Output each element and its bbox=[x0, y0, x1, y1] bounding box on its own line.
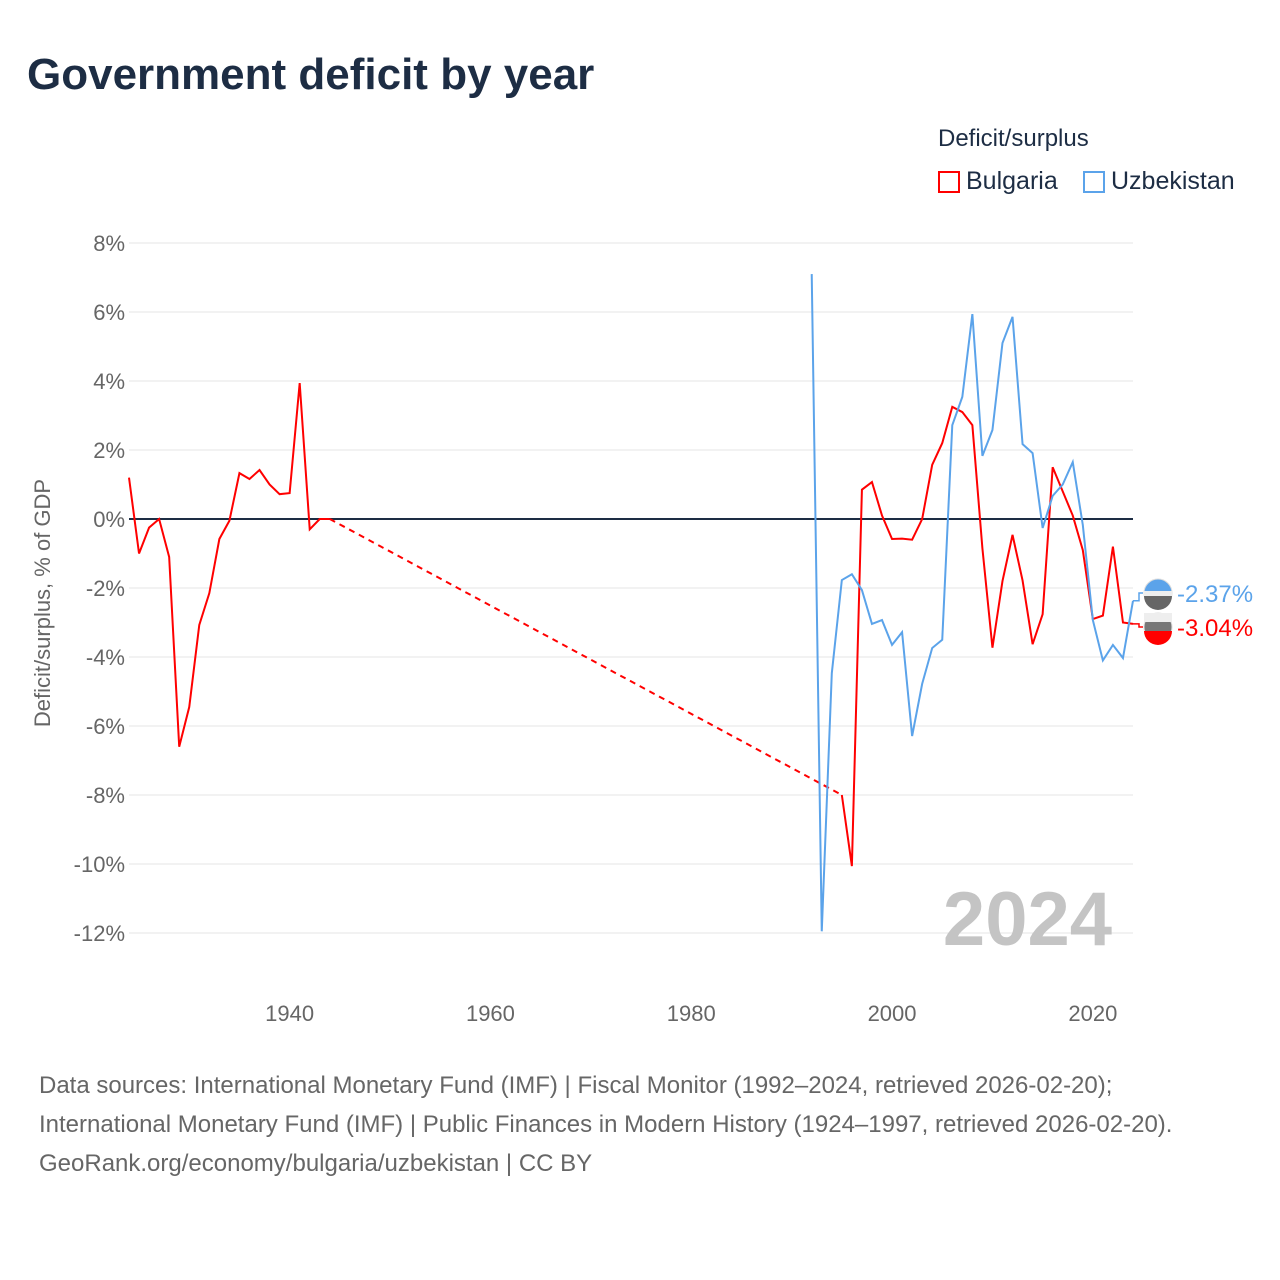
x-tick-label: 1960 bbox=[466, 1001, 515, 1026]
label-connector bbox=[1133, 623, 1143, 628]
end-value-label: -3.04% bbox=[1177, 615, 1253, 642]
y-tick-label: -8% bbox=[86, 783, 125, 808]
y-tick-label: -10% bbox=[74, 852, 125, 877]
y-tick-label: -12% bbox=[74, 921, 125, 946]
y-tick-label: 2% bbox=[93, 438, 125, 463]
y-tick-label: -2% bbox=[86, 576, 125, 601]
series-line-bulgaria bbox=[128, 382, 330, 747]
x-tick-label: 2000 bbox=[868, 1001, 917, 1026]
flag-stripe bbox=[1144, 613, 1172, 622]
flag-stripe bbox=[1144, 596, 1172, 610]
y-tick-label: 8% bbox=[93, 231, 125, 256]
label-connector bbox=[1133, 592, 1143, 602]
legend-label: Bulgaria bbox=[966, 167, 1058, 195]
footer: Data sources: International Monetary Fun… bbox=[39, 1066, 1239, 1183]
legend-item-bulgaria[interactable]: Bulgaria bbox=[938, 167, 1058, 196]
y-tick-label: 6% bbox=[93, 300, 125, 325]
x-tick-label: 1940 bbox=[265, 1001, 314, 1026]
credit-link[interactable]: GeoRank.org/economy/bulgaria/uzbekistan … bbox=[39, 1150, 593, 1177]
y-tick-label: 4% bbox=[93, 369, 125, 394]
series-line-bulgaria bbox=[840, 405, 1134, 867]
y-tick-label: 0% bbox=[93, 507, 125, 532]
x-tick-label: 2020 bbox=[1068, 1001, 1117, 1026]
y-axis-label: Deficit/surplus, % of GDP bbox=[30, 479, 55, 727]
legend-label: Uzbekistan bbox=[1111, 167, 1235, 195]
end-value-label: -2.37% bbox=[1177, 581, 1253, 608]
x-tick-label: 1980 bbox=[667, 1001, 716, 1026]
chart-title: Government deficit by year bbox=[27, 50, 595, 99]
series-line-uzbekistan bbox=[810, 274, 1134, 932]
legend-item-uzbekistan[interactable]: Uzbekistan bbox=[1083, 167, 1235, 196]
series-gap-line bbox=[329, 518, 843, 796]
plot-area: 8% 6% 4% 2% 0% -2% -4% -6% -8% -10% -12% 1940 1960 19… bbox=[30, 231, 1253, 1026]
y-tick-label: -6% bbox=[86, 714, 125, 739]
flag-stripe bbox=[1144, 591, 1172, 596]
data-sources: Data sources: International Monetary Fun… bbox=[39, 1072, 1173, 1138]
y-tick-label: -4% bbox=[86, 645, 125, 670]
legend-title: Deficit/surplus bbox=[938, 125, 1089, 152]
legend-swatch bbox=[938, 170, 960, 193]
year-watermark: 2024 bbox=[943, 877, 1112, 962]
legend-swatch bbox=[1083, 170, 1105, 193]
flag-stripe bbox=[1144, 631, 1172, 645]
